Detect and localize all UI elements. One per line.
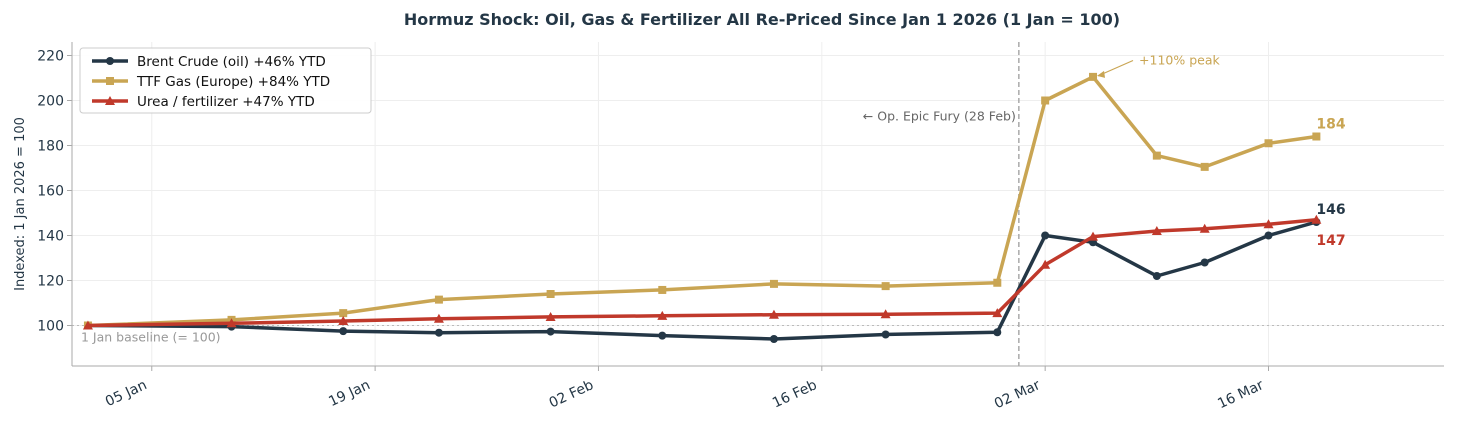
data-point [769,279,778,288]
legend-label: Urea / fertilizer +47% YTD [137,94,315,110]
series-2 [82,214,1322,330]
baseline-label: 1 Jan baseline (= 100) [81,330,221,345]
data-point [226,318,237,328]
data-point [338,316,349,325]
series-line [86,75,1319,328]
data-point [658,285,667,294]
data-point [881,282,890,291]
legend-item: Urea / fertilizer +47% YTD [92,94,315,110]
legend-item: Brent Crude (oil) +46% YTD [92,54,326,70]
data-point [1041,231,1050,240]
x-tick-label: 02 Mar [992,377,1043,412]
data-point [434,328,443,337]
data-point [434,295,443,304]
x-tick-label: 02 Feb [547,377,597,411]
label-layer: +110% peak 184 146 147 [1097,53,1346,249]
data-point [82,320,93,330]
x-tick-label: 19 Jan [326,377,373,410]
legend-item: TTF Gas (Europe) +84% YTD [92,74,330,90]
data-point [339,327,348,336]
peak-label: +110% peak [1139,53,1220,68]
data-point [657,310,668,320]
data-point [1200,162,1209,171]
legend-marker [105,96,115,105]
series-layer [82,72,1322,343]
legend-marker [106,57,114,65]
data-point [1152,151,1161,160]
data-point [768,309,779,319]
data-point [546,327,555,336]
data-point [1200,258,1209,267]
data-point [1263,219,1274,229]
data-point [993,328,1002,337]
data-point [1152,272,1161,280]
data-point [658,331,667,340]
legend-label: TTF Gas (Europe) +84% YTD [136,74,330,90]
y-tick-label: 140 [37,229,64,245]
x-tick-label: 16 Feb [770,377,820,411]
y-tick-label: 120 [37,274,64,290]
legend: Brent Crude (oil) +46% YTD TTF Gas (Europ… [79,47,372,114]
data-point [1264,139,1273,148]
data-point [1151,226,1162,235]
end-value-label: 184 [1316,117,1345,133]
y-tick-label: 220 [37,49,64,65]
y-tick-label: 100 [37,319,64,335]
x-tick-label: 05 Jan [103,377,150,410]
series-0 [83,218,1321,343]
data-point [769,335,778,343]
x-tick-label: 16 Mar [1215,377,1266,412]
data-point [433,313,444,323]
data-point [1264,231,1273,240]
data-point [881,330,890,339]
y-axis-label: Indexed: 1 Jan 2026 = 100 [13,117,28,291]
chart-title: Hormuz Shock: Oil, Gas & Fertilizer All … [404,10,1120,29]
y-tick-label: 160 [37,184,64,200]
data-point [992,308,1003,318]
end-value-label: 146 [1316,202,1345,218]
data-point [339,309,348,318]
event-label: ← Op. Epic Fury (28 Feb) [863,108,1016,123]
data-point [1089,72,1098,81]
peak-arrow-head [1097,70,1106,78]
data-point [993,278,1002,287]
data-point [1041,96,1050,105]
y-tick-label: 180 [37,139,64,155]
data-point [1088,231,1099,241]
data-point [1199,223,1210,233]
data-point [1040,259,1051,269]
data-point [546,290,555,298]
legend-label: Brent Crude (oil) +46% YTD [137,54,326,70]
data-point [1312,132,1321,141]
end-value-label: 147 [1316,233,1345,249]
baseline-layer: 1 Jan baseline (= 100) [72,325,1444,345]
legend-marker [106,77,114,85]
data-point [1311,214,1322,224]
legend-box [79,47,372,114]
data-point [880,309,891,319]
y-tick-label: 200 [37,94,64,110]
data-point [545,311,556,321]
